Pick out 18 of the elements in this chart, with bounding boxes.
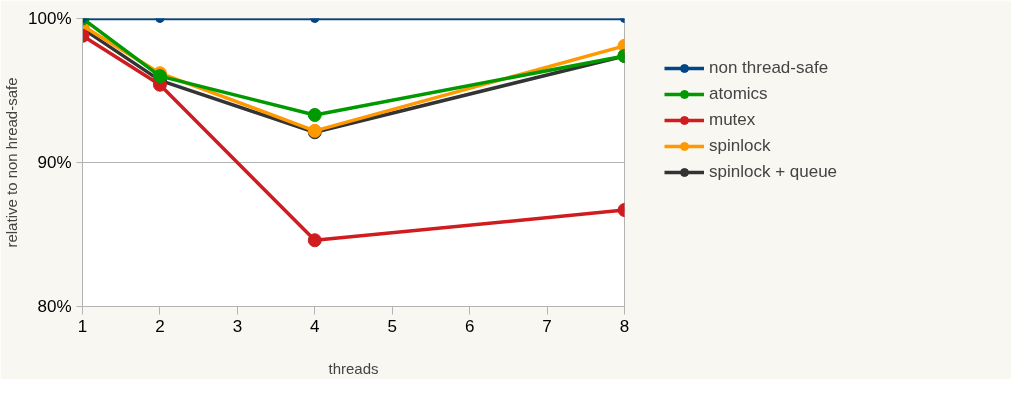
legend-label: non thread-safe [709, 58, 829, 78]
y-tick-label: 90% [37, 153, 72, 172]
legend-label: spinlock + queue [709, 162, 838, 182]
y-tick-label: 80% [37, 297, 72, 316]
x-tick-label: 7 [542, 316, 552, 336]
legend-label: spinlock [709, 136, 771, 156]
x-tick-label: 2 [155, 316, 165, 336]
y-axis-title: relative to non hread-safe [3, 77, 21, 248]
legend-label: mutex [709, 110, 756, 130]
x-tick-label: 5 [387, 316, 397, 336]
x-axis-title: threads [328, 359, 379, 377]
x-tick-label: 3 [232, 316, 243, 336]
x-tick-label: 1 [77, 316, 88, 336]
x-tick-label: 6 [464, 316, 475, 336]
x-tick-label: 4 [310, 316, 320, 336]
x-tick-label: 8 [619, 316, 630, 336]
y-tick-label: 100% [28, 9, 72, 28]
legend-label: atomics [709, 84, 768, 104]
